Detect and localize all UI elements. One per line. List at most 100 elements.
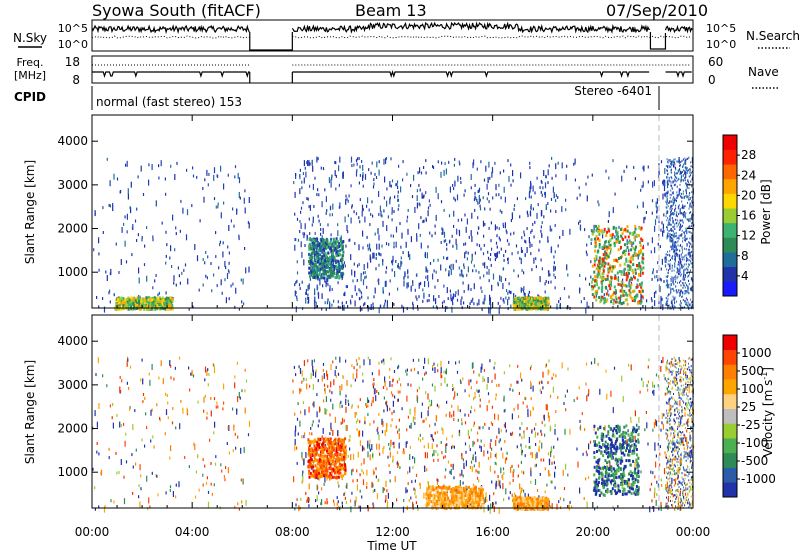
range-cell bbox=[126, 230, 128, 234]
range-cell bbox=[120, 259, 122, 265]
range-cell bbox=[406, 219, 408, 223]
range-cell bbox=[671, 302, 673, 305]
range-cell bbox=[676, 172, 678, 175]
range-cell bbox=[674, 178, 676, 182]
range-cell bbox=[367, 445, 369, 449]
feature-cell bbox=[535, 304, 538, 308]
range-cell bbox=[355, 159, 358, 163]
range-cell bbox=[358, 216, 360, 220]
range-cell bbox=[565, 198, 567, 202]
range-cell bbox=[673, 297, 675, 301]
range-cell bbox=[194, 244, 196, 250]
range-cell bbox=[521, 449, 523, 453]
range-cell bbox=[381, 360, 383, 364]
feature-cell bbox=[592, 230, 595, 234]
feature-cell bbox=[598, 245, 601, 249]
feature-cell bbox=[311, 262, 314, 266]
feature-cell bbox=[628, 239, 631, 243]
feature-cell bbox=[149, 304, 152, 307]
range-cell bbox=[369, 454, 371, 461]
range-cell bbox=[358, 262, 360, 266]
range-cell bbox=[670, 180, 672, 183]
range-cell bbox=[506, 289, 508, 292]
range-cell bbox=[680, 235, 682, 237]
range-cell bbox=[670, 483, 672, 487]
range-cell bbox=[541, 267, 543, 271]
range-cell bbox=[474, 208, 476, 212]
range-cell bbox=[571, 505, 573, 509]
feature-cell bbox=[122, 304, 125, 308]
range-cell bbox=[671, 239, 673, 242]
range-cell bbox=[680, 219, 682, 222]
range-cell bbox=[672, 201, 674, 204]
range-cell bbox=[621, 375, 623, 382]
feature-cell bbox=[598, 232, 601, 236]
feature-cell bbox=[339, 253, 341, 257]
feature-cell bbox=[634, 225, 637, 228]
range-cell bbox=[109, 300, 111, 304]
range-cell bbox=[676, 176, 678, 179]
range-cell bbox=[313, 300, 316, 306]
feature-cell bbox=[132, 297, 135, 301]
range-cell bbox=[670, 245, 672, 248]
range-cell bbox=[468, 394, 470, 398]
range-cell bbox=[409, 425, 411, 429]
range-cell bbox=[532, 185, 534, 192]
range-cell bbox=[524, 239, 526, 243]
feature-cell bbox=[310, 260, 313, 264]
range-cell bbox=[236, 361, 238, 365]
range-cell bbox=[684, 232, 685, 235]
range-cell bbox=[398, 377, 400, 381]
feature-cell bbox=[322, 238, 325, 242]
range-cell bbox=[606, 393, 608, 400]
range-cell bbox=[131, 253, 133, 257]
range-cell bbox=[487, 450, 489, 454]
range-cell bbox=[479, 198, 481, 202]
range-cell bbox=[450, 269, 452, 275]
range-cell bbox=[391, 411, 393, 415]
range-cell bbox=[369, 443, 371, 450]
feature-cell bbox=[342, 240, 345, 243]
feature-cell bbox=[614, 300, 617, 304]
range-cell bbox=[677, 271, 679, 274]
feature-cell bbox=[341, 254, 344, 258]
feature-cell bbox=[602, 259, 605, 263]
range-cell bbox=[654, 219, 657, 226]
range-cell bbox=[299, 420, 301, 427]
range-cell bbox=[417, 507, 419, 511]
range-cell bbox=[115, 242, 117, 246]
range-cell bbox=[554, 486, 556, 490]
range-cell bbox=[670, 278, 672, 280]
range-cell bbox=[391, 268, 393, 272]
feature-cell bbox=[330, 249, 333, 253]
range-cell bbox=[547, 236, 549, 243]
range-cell bbox=[647, 242, 649, 246]
range-cell bbox=[469, 302, 471, 306]
range-cell bbox=[95, 373, 97, 377]
range-cell bbox=[391, 211, 393, 215]
feature-cell bbox=[315, 264, 317, 268]
range-cell bbox=[209, 438, 211, 442]
feature-cell bbox=[156, 297, 159, 300]
feature-cell bbox=[528, 296, 531, 300]
feature-cell bbox=[159, 298, 162, 302]
range-cell bbox=[508, 175, 510, 182]
range-cell bbox=[350, 217, 352, 224]
range-cell bbox=[143, 263, 146, 267]
range-cell bbox=[460, 176, 462, 180]
feature-cell bbox=[321, 250, 324, 254]
range-cell bbox=[450, 266, 452, 270]
range-cell bbox=[213, 167, 216, 174]
range-cell bbox=[507, 261, 509, 265]
range-cell bbox=[337, 281, 339, 285]
range-cell bbox=[665, 502, 667, 506]
range-cell bbox=[668, 230, 670, 232]
range-cell bbox=[674, 235, 676, 238]
feature-cell bbox=[318, 271, 321, 274]
range-cell bbox=[491, 247, 493, 251]
range-cell bbox=[540, 458, 542, 462]
range-cell bbox=[321, 201, 323, 208]
range-cell bbox=[516, 445, 518, 449]
range-cell bbox=[691, 191, 693, 193]
